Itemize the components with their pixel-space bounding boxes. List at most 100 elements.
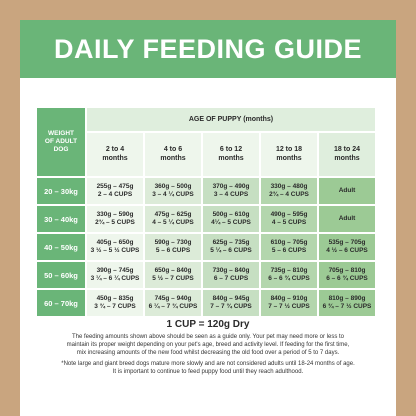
age-unit-label: months [276,155,302,163]
cups-amount: 6 – 6 ¾ CUPS [326,275,368,282]
cups-amount: 3 ¼ – 6 ¼ CUPS [90,275,140,282]
weight-header-line: WEIGHT [48,130,74,137]
grams-amount: 330g – 480g [270,182,308,190]
feeding-cell: 370g – 490g 3 – 4 CUPS [203,178,259,204]
cups-amount: 4¼ – 5 CUPS [211,219,251,226]
cups-amount: 6 – 7 CUPS [213,275,249,282]
disclaimer-line: The feeding amounts shown above should b… [71,334,345,340]
age-column-header: 2 to 4 months [87,132,143,176]
feeding-cell: 840g – 945g 7 – 7 ¾ CUPS [203,290,259,316]
dog-weight-label: 20 – 30kg [37,178,85,204]
grams-amount: 390g – 745g [96,266,134,274]
feeding-cell: 535g – 705g 4 ½ – 6 CUPS [319,234,375,260]
age-range-label: 2 to 4 [105,146,125,154]
grams-amount: 535g – 705g [328,238,366,246]
cups-amount: 4 – 5 CUPS [271,219,307,226]
cups-amount: 3 ½ – 5 ½ CUPS [90,247,140,254]
age-column-header: 6 to 12 months [203,132,259,176]
dog-weight-label: 30 – 40kg [37,206,85,232]
feeding-cell: 810g – 890g 6 ¾ – 7 ½ CUPS [319,290,375,316]
feeding-disclaimer: The feeding amounts shown above should b… [32,333,384,357]
title-banner: DAILY FEEDING GUIDE [20,20,396,78]
feeding-cell: 330g – 590g 2¾ – 5 CUPS [87,206,143,232]
age-column-header: 18 to 24 months [319,132,375,176]
age-column-header: 12 to 18 months [261,132,317,176]
table-row: 20 – 30kg 255g – 475g 2 – 4 CUPS 360g – 5… [37,178,375,204]
grams-amount: 590g – 730g [154,238,192,246]
grams-amount: 330g – 590g [96,210,134,218]
feeding-cell: 840g – 910g 7 – 7 ½ CUPS [261,290,317,316]
cups-amount: 2¾ – 4 CUPS [269,191,309,198]
note-line: *Note large and giant breed dogs mature … [61,361,355,367]
grams-amount: 810g – 890g [328,294,366,302]
grams-amount: 705g – 810g [328,266,366,274]
cups-amount: 5 ¼ – 6 CUPS [210,247,252,254]
disclaimer-line: mix increasing amounts of the new food w… [76,350,340,356]
grams-amount: 625g – 735g [212,238,250,246]
dog-weight-label: 40 – 50kg [37,234,85,260]
cups-amount: 2¾ – 5 CUPS [95,219,135,226]
age-column-header: 4 to 6 months [145,132,201,176]
feeding-cell: 330g – 480g 2¾ – 4 CUPS [261,178,317,204]
table-row: 50 – 60kg 390g – 745g 3 ¼ – 6 ¼ CUPS 650g… [37,262,375,288]
weight-column-header: WEIGHT OF ADULT DOG [37,108,85,176]
cups-amount: 4 ½ – 6 CUPS [326,247,368,254]
feeding-cell: 610g – 705g 5 – 6 CUPS [261,234,317,260]
cups-amount: 5 ½ – 7 CUPS [152,275,194,282]
grams-amount: 745g – 940g [154,294,192,302]
feeding-cell: 745g – 940g 6 ¼ – 7 ¾ CUPS [145,290,201,316]
grams-amount: 650g – 840g [154,266,192,274]
weight-header-line: OF ADULT [44,138,78,145]
feeding-cell: 625g – 735g 5 ¼ – 6 CUPS [203,234,259,260]
age-unit-label: months [102,155,128,163]
age-unit-label: months [334,155,360,163]
large-breed-note: *Note large and giant breed dogs mature … [32,360,384,376]
cups-amount: 3 – 4 ¼ CUPS [152,191,194,198]
page-title: DAILY FEEDING GUIDE [53,33,363,64]
note-line: It is important to continue to feed pupp… [112,369,304,375]
feeding-cell: 735g – 810g 6 – 6 ¾ CUPS [261,262,317,288]
feeding-cell: 360g – 500g 3 – 4 ¼ CUPS [145,178,201,204]
grams-amount: 450g – 835g [96,294,134,302]
age-range-label: 18 to 24 [333,146,361,154]
grams-amount: 730g – 840g [212,266,250,274]
feeding-cell: Adult [319,206,375,232]
age-unit-label: months [218,155,244,163]
table-row: 30 – 40kg 330g – 590g 2¾ – 5 CUPS 475g – … [37,206,375,232]
cups-amount: 3 – 4 CUPS [213,191,249,198]
feeding-cell: 705g – 810g 6 – 6 ¾ CUPS [319,262,375,288]
dog-weight-label: 60 – 70kg [37,290,85,316]
feeding-cell: 500g – 610g 4¼ – 5 CUPS [203,206,259,232]
disclaimer-line: maintain its proper weight depending on … [66,342,350,348]
feeding-cell: 490g – 595g 4 – 5 CUPS [261,206,317,232]
feeding-cell: 475g – 625g 4 – 5 ¼ CUPS [145,206,201,232]
cups-amount: 5 – 6 CUPS [271,247,307,254]
feeding-cell: 650g – 840g 5 ½ – 7 CUPS [145,262,201,288]
grams-amount: 405g – 650g [96,238,134,246]
age-of-puppy-header: AGE OF PUPPY (months) [87,108,375,131]
age-range-label: 12 to 18 [275,146,303,154]
feeding-cell: 450g – 835g 3 ¾ – 7 CUPS [87,290,143,316]
grams-amount: 360g – 500g [154,182,192,190]
grams-amount: 840g – 945g [212,294,250,302]
grams-amount: 490g – 595g [270,210,308,218]
age-range-label: 6 to 12 [219,146,243,154]
grams-amount: 370g – 490g [212,182,250,190]
grams-amount: 735g – 810g [270,266,308,274]
grams-amount: 255g – 475g [96,182,134,190]
feeding-cell: 255g – 475g 2 – 4 CUPS [87,178,143,204]
cups-amount: 7 – 7 ½ CUPS [268,303,310,310]
cups-amount: 2 – 4 CUPS [97,191,133,198]
cups-amount: 7 – 7 ¾ CUPS [210,303,252,310]
weight-header-line: DOG [53,146,69,153]
feeding-cell: Adult [319,178,375,204]
age-range-label: 4 to 6 [163,146,183,154]
grams-amount: 475g – 625g [154,210,192,218]
dog-weight-label: 50 – 60kg [37,262,85,288]
table-row: 40 – 50kg 405g – 650g 3 ½ – 5 ½ CUPS 590g… [37,234,375,260]
feeding-guide-card: DAILY FEEDING GUIDE WEIGHT OF ADULT DOG … [20,20,396,416]
cup-conversion-note: 1 CUP = 120g Dry [166,319,250,330]
cups-amount: 6 – 6 ¾ CUPS [268,275,310,282]
feeding-cell: 730g – 840g 6 – 7 CUPS [203,262,259,288]
feeding-table: WEIGHT OF ADULT DOG AGE OF PUPPY (months… [35,106,377,318]
